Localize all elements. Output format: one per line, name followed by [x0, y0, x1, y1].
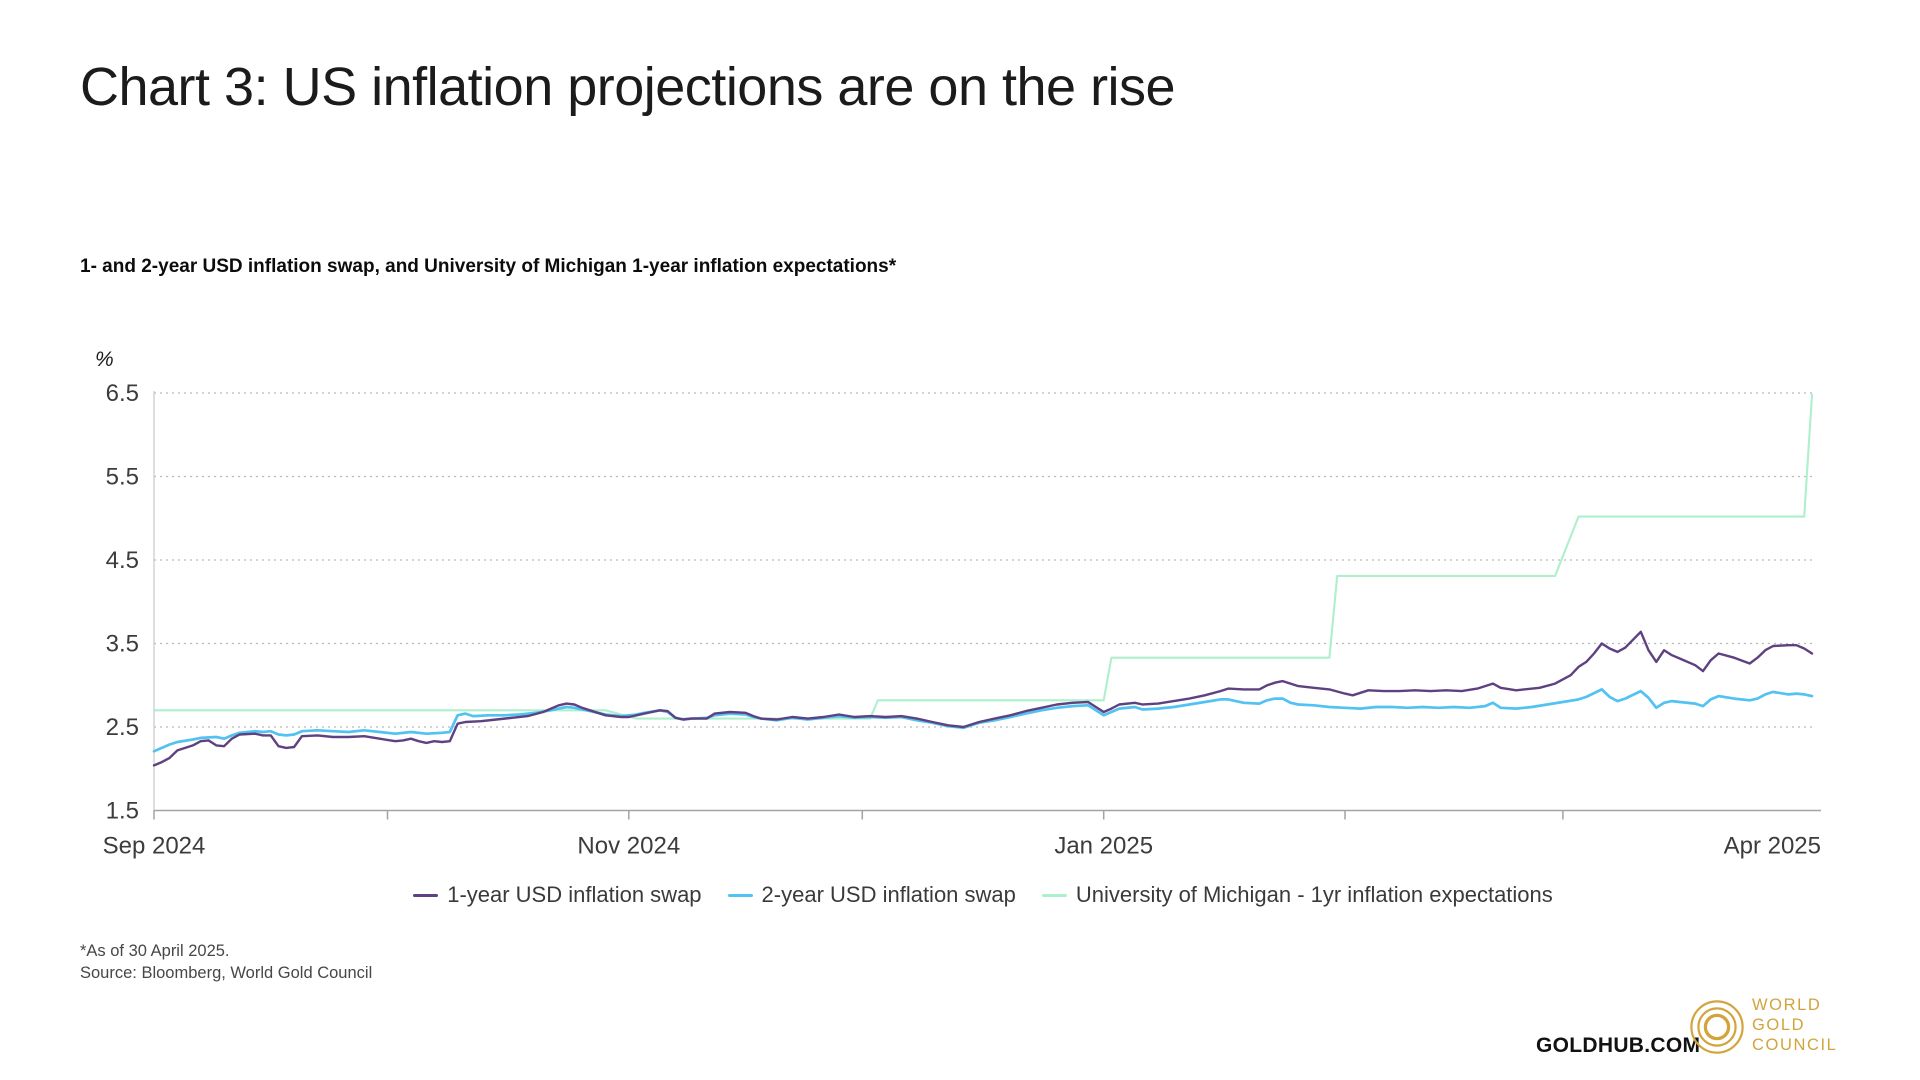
- y-axis-label: 4.5: [106, 547, 139, 574]
- logo-line-world: WORLD: [1752, 996, 1822, 1014]
- x-axis-label: Nov 2024: [577, 833, 680, 860]
- legend-item: 1-year USD inflation swap: [413, 882, 702, 908]
- legend-swatch-icon: [727, 893, 753, 897]
- legend-item: University of Michigan - 1yr inflation e…: [1041, 882, 1553, 908]
- logo-line-council: COUNCIL: [1752, 1036, 1838, 1054]
- legend-item-label: 2-year USD inflation swap: [761, 882, 1016, 907]
- y-axis-unit-label: %: [95, 348, 114, 371]
- line-university-of-michigan-1yr-inflation-expectations: [152, 393, 1814, 720]
- legend-item: 2-year USD inflation swap: [727, 882, 1016, 908]
- footnote-asof: *As of 30 April 2025.: [80, 942, 230, 960]
- world-gold-council-rings-icon: [1690, 1000, 1744, 1054]
- legend-swatch-icon: [413, 893, 439, 897]
- world-gold-council-wordmark: WORLD GOLD COUNCIL: [1752, 995, 1837, 1055]
- y-axis-label: 6.5: [106, 380, 139, 407]
- legend-item-label: 1-year USD inflation swap: [447, 882, 702, 907]
- footnotes: *As of 30 April 2025. Source: Bloomberg,…: [80, 940, 372, 984]
- x-axis-label: Apr 2025: [1724, 833, 1821, 860]
- footnote-source: Source: Bloomberg, World Gold Council: [80, 964, 373, 982]
- x-axis-label: Sep 2024: [103, 833, 206, 860]
- y-axis-label: 1.5: [106, 798, 139, 825]
- logo-line-gold: GOLD: [1752, 1016, 1806, 1034]
- x-axis-label: Jan 2025: [1054, 833, 1153, 860]
- legend-item-label: University of Michigan - 1yr inflation e…: [1075, 882, 1553, 907]
- page-title: Chart 3: US inflation projections are on…: [80, 57, 1176, 117]
- line-1-year-usd-inflation-swap: [152, 630, 1814, 767]
- legend-swatch-icon: [1041, 893, 1067, 897]
- y-axis-label: 3.5: [106, 631, 139, 658]
- goldhub-wordmark: GOLDHUB.COM: [1536, 1034, 1701, 1057]
- chart-subtitle: 1- and 2-year USD inflation swap, and Un…: [80, 256, 897, 277]
- y-axis-label: 5.5: [106, 464, 139, 491]
- legend: 1-year USD inflation swap 2-year USD infl…: [154, 882, 1812, 908]
- y-axis-label: 2.5: [106, 714, 139, 741]
